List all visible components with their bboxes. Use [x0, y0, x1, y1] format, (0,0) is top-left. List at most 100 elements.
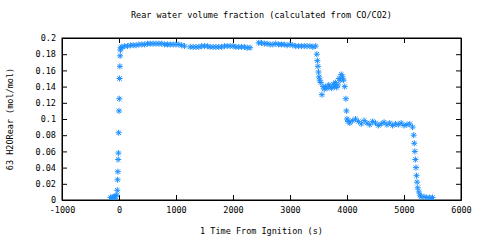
point — [115, 169, 121, 175]
tick-label: 0.1 — [41, 114, 56, 124]
point — [343, 96, 349, 102]
tick — [456, 168, 461, 169]
title: Rear water volume fraction (calculated f… — [131, 10, 392, 20]
tick-mark — [62, 135, 67, 136]
tick — [119, 38, 120, 43]
point — [319, 92, 325, 98]
tick-mark — [62, 54, 67, 55]
tick — [456, 184, 461, 185]
tick: 0.06 — [36, 147, 67, 157]
tick-label: 3000 — [280, 205, 300, 215]
tick-label: -1000 — [50, 205, 76, 215]
tick-mark — [456, 151, 461, 152]
point — [430, 195, 436, 200]
tick — [62, 38, 63, 43]
tick-mark — [456, 38, 461, 39]
point — [316, 69, 322, 75]
tick-label: 0.04 — [36, 163, 56, 173]
point — [314, 51, 320, 57]
point — [414, 179, 420, 185]
tick-mark — [456, 168, 461, 169]
tick-mark — [62, 200, 67, 201]
tick-mark — [456, 200, 461, 201]
tick: 4000 — [337, 195, 357, 215]
tick-label: 0.06 — [36, 147, 56, 157]
point — [115, 177, 121, 183]
tick — [456, 151, 461, 152]
tick-label: 0.2 — [41, 33, 56, 43]
y-axis-title: 63 H2ORear (mol/mol) — [5, 68, 15, 170]
tick-mark — [62, 70, 67, 71]
point — [182, 43, 188, 49]
tick-label: 0 — [51, 195, 56, 205]
tick: 1000 — [166, 195, 186, 215]
plot-frame — [62, 38, 461, 200]
point — [412, 157, 418, 163]
point — [116, 96, 122, 102]
tick-label: 0 — [117, 205, 122, 215]
tick: 0.16 — [36, 66, 67, 76]
tick-mark — [347, 195, 348, 200]
tick-label: 2000 — [223, 205, 243, 215]
axis-line — [63, 38, 462, 39]
point — [315, 63, 321, 69]
tick-mark — [456, 184, 461, 185]
tick — [456, 54, 461, 55]
tick-mark — [456, 87, 461, 88]
tick-label: 0.02 — [36, 179, 56, 189]
point — [117, 63, 123, 69]
axis-line — [63, 200, 462, 201]
tick-mark — [456, 54, 461, 55]
tick-mark — [404, 38, 405, 43]
chart: -1000010002000300040005000600000.020.040… — [0, 0, 480, 240]
tick-label: 0.08 — [36, 130, 56, 140]
points — [107, 40, 435, 200]
point — [117, 76, 123, 82]
tick — [347, 38, 348, 43]
tick: 0.12 — [36, 98, 67, 108]
point — [115, 150, 121, 156]
tick: 0.1 — [41, 114, 67, 124]
tick — [456, 135, 461, 136]
tick-label: 4000 — [337, 205, 357, 215]
tick-mark — [176, 195, 177, 200]
point — [116, 130, 122, 136]
tick-mark — [62, 168, 67, 169]
tick: 0.14 — [36, 82, 67, 92]
point — [314, 58, 320, 64]
tick: 0.18 — [36, 49, 67, 59]
tick-mark — [119, 38, 120, 43]
tick-label: 1000 — [166, 205, 186, 215]
point — [115, 157, 121, 163]
tick-label: 5000 — [394, 205, 414, 215]
tick-mark — [233, 38, 234, 43]
tick-mark — [119, 195, 120, 200]
tick: 0.04 — [36, 163, 67, 173]
point — [410, 124, 416, 130]
y-axis: 0 0.02 0.04 0.06 0.08 0.1 0.12 0.14 0.16 0.18 0.2 — [36, 33, 67, 205]
point — [114, 187, 120, 193]
tick: 0 — [117, 195, 122, 215]
tick: 0.02 — [36, 179, 67, 189]
tick — [456, 200, 461, 201]
tick — [456, 87, 461, 88]
tick-label: 0.16 — [36, 66, 56, 76]
tick — [404, 38, 405, 43]
tick-mark — [456, 103, 461, 104]
tick-mark — [290, 195, 291, 200]
tick — [456, 38, 461, 39]
point — [247, 45, 253, 51]
tick-mark — [62, 103, 67, 104]
point — [341, 77, 347, 83]
tick: 3000 — [280, 195, 300, 215]
tick — [456, 119, 461, 120]
tick-label: 0.12 — [36, 98, 56, 108]
x-axis-title: 1 Time From Ignition (s) — [200, 226, 323, 236]
tick-mark — [456, 119, 461, 120]
point — [343, 108, 349, 114]
point — [116, 108, 122, 114]
tick: 0.08 — [36, 130, 67, 140]
point — [411, 140, 417, 146]
point — [313, 43, 319, 49]
axis-line — [461, 39, 462, 201]
